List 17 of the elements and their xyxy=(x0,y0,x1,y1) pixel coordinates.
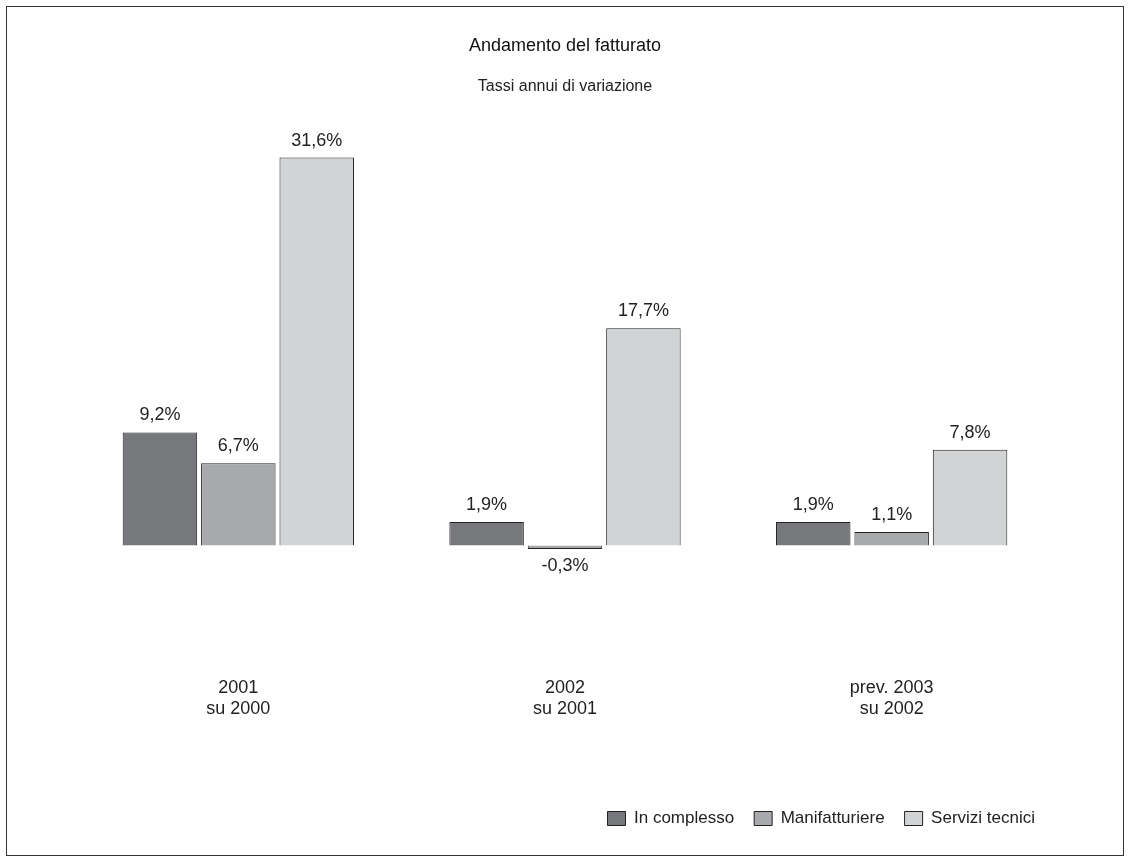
x-tick-label: 2002 su 2001 xyxy=(532,676,598,719)
data-label: 9,2% xyxy=(139,404,181,425)
data-label: 1,1% xyxy=(871,503,913,524)
legend-label: In complesso xyxy=(633,808,735,828)
chart-title: Andamento del fatturato xyxy=(468,34,662,55)
x-tick-label: 2001 su 2000 xyxy=(206,676,271,719)
legend-label: Manifatturiere xyxy=(780,808,885,828)
data-label: 1,9% xyxy=(792,494,834,515)
legend-label: Servizi tecnici xyxy=(931,808,1035,828)
data-label: -0,3% xyxy=(541,555,589,576)
chart-subtitle: Tassi annui di variazione xyxy=(477,76,653,94)
data-label: 31,6% xyxy=(291,129,343,150)
data-label: 6,7% xyxy=(217,435,259,456)
data-label: 7,8% xyxy=(949,421,991,442)
data-label: 17,7% xyxy=(617,300,669,321)
x-tick-label: prev. 2003 su 2002 xyxy=(849,676,934,719)
data-label: 1,9% xyxy=(466,494,508,515)
